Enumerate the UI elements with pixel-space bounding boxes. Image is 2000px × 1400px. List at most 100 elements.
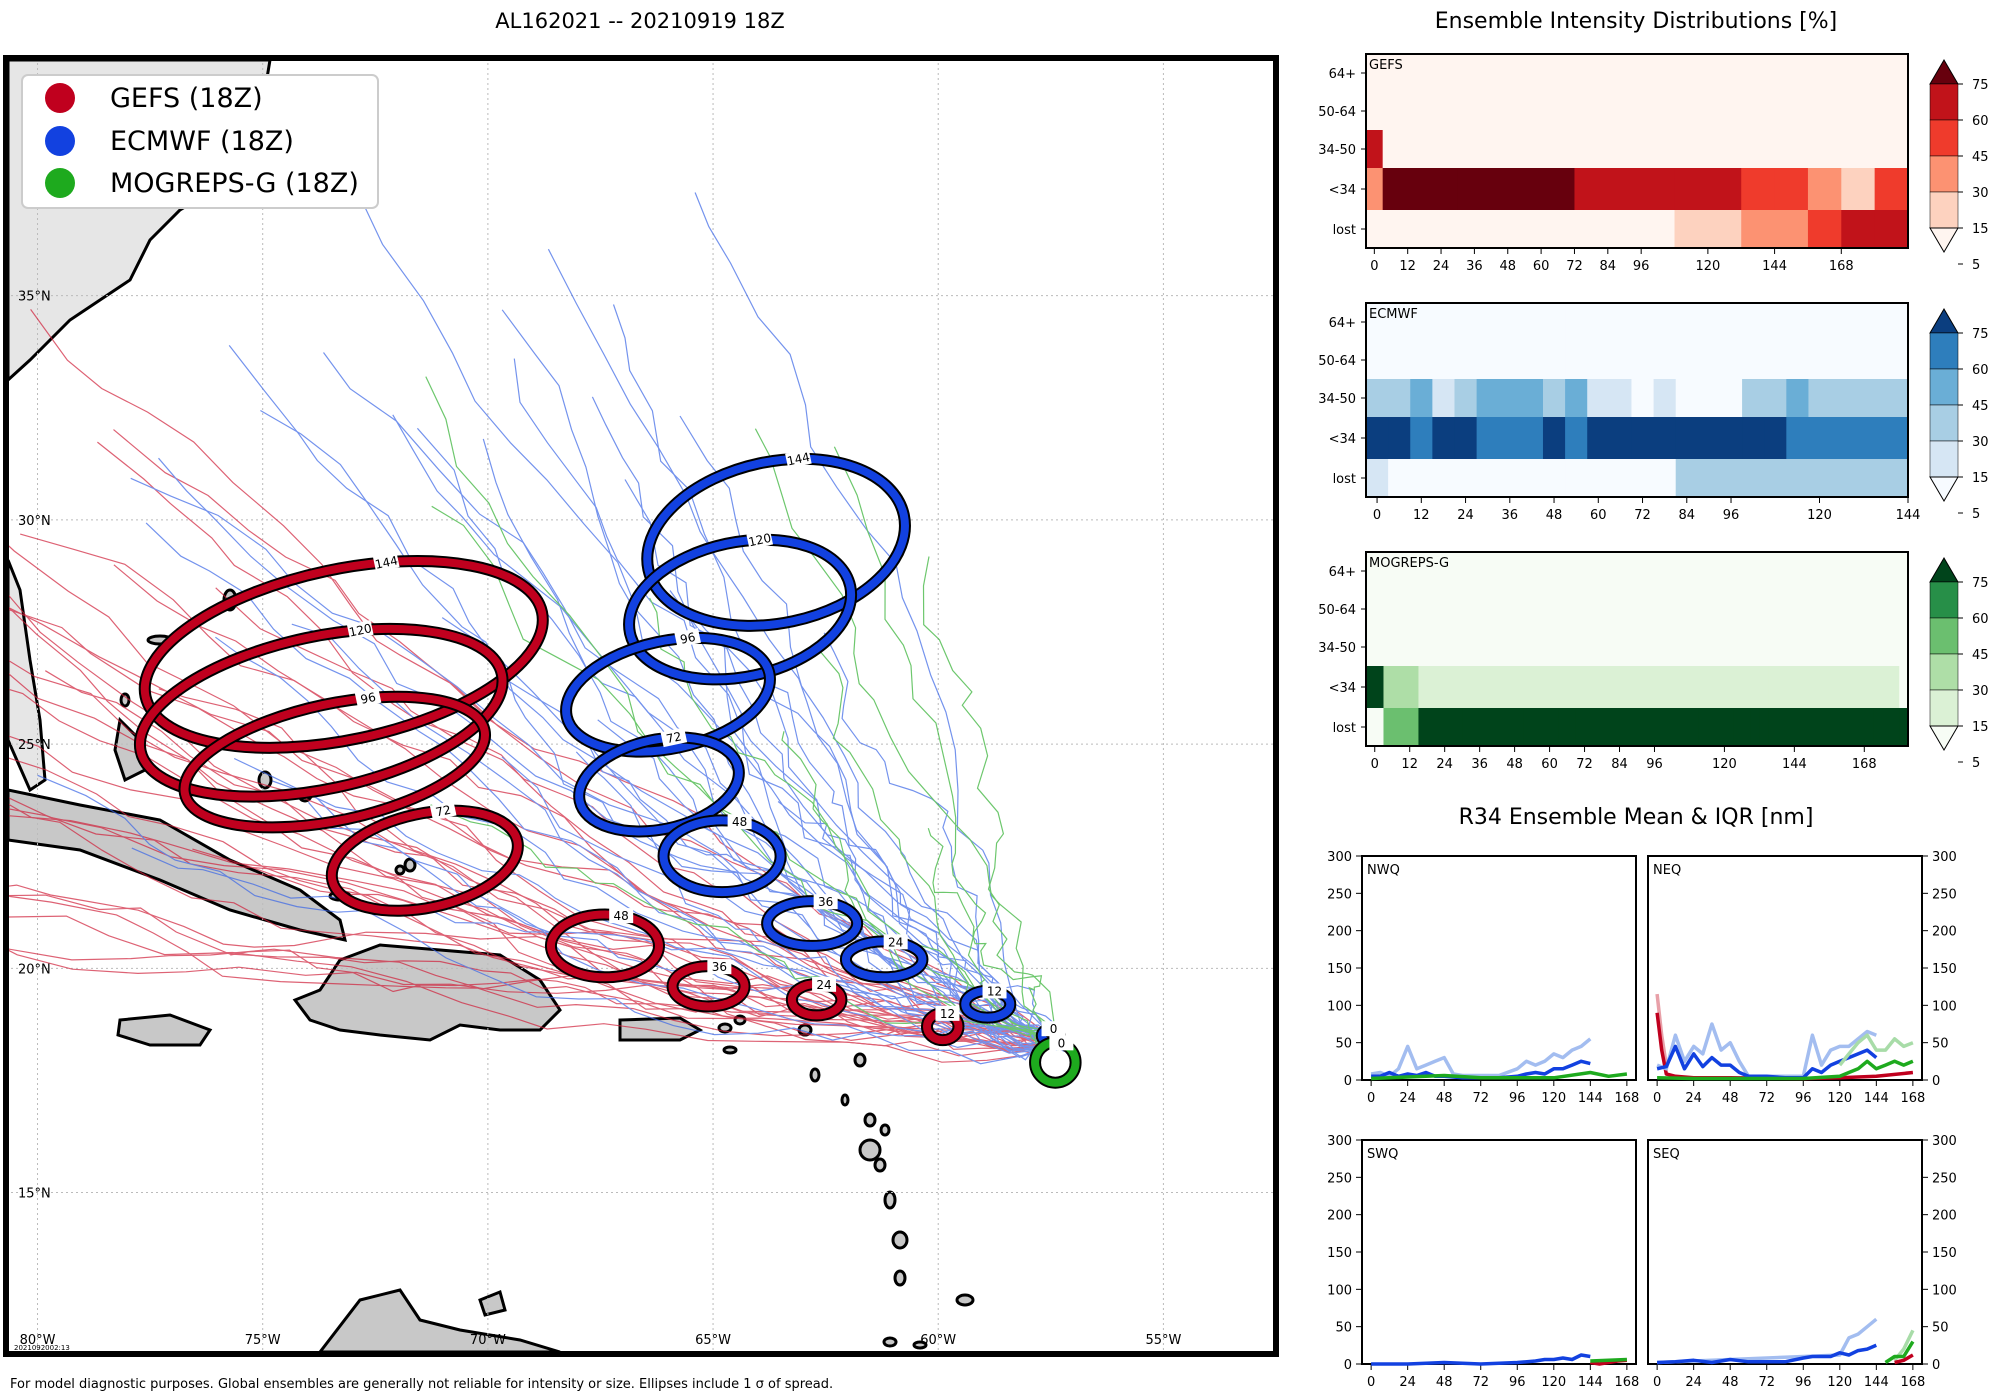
r34-y-label: 0	[1344, 1074, 1352, 1089]
heat-cell	[1565, 303, 1588, 342]
heat-row-label: 34-50	[1318, 641, 1356, 656]
track-line	[754, 428, 1064, 1051]
heat-x-label: 120	[1695, 259, 1720, 274]
heat-cell	[1366, 168, 1384, 211]
heat-cell	[1418, 628, 1463, 667]
heat-cell	[1759, 666, 1769, 709]
heat-cell	[1841, 130, 1876, 169]
ellipse-label-bg	[727, 814, 752, 830]
heat-cell	[1382, 130, 1459, 169]
heat-cell	[1776, 628, 1874, 667]
map-footer: For model diagnostic purposes. Global en…	[10, 1377, 833, 1392]
heat-x-label: 84	[1679, 508, 1696, 523]
heat-cell	[1741, 92, 1776, 131]
heat-cell	[1750, 666, 1760, 709]
heat-cell	[1631, 417, 1655, 460]
legend-label-mogreps: MOGREPS-G (18Z)	[110, 168, 359, 199]
heat-cell	[1383, 666, 1419, 709]
track-line	[8, 544, 1060, 1050]
colorbar-label: 30	[1972, 186, 1989, 201]
heat-cell	[1768, 628, 1778, 667]
heat-cell	[1574, 92, 1676, 131]
heat-cell	[1653, 417, 1677, 460]
heat-cell	[1733, 590, 1752, 629]
heat-cell	[1741, 54, 1776, 93]
heat-cell	[1457, 168, 1575, 211]
ellipse-label: 12	[940, 1007, 955, 1021]
heat-cell	[1774, 210, 1809, 249]
heat-cell	[1383, 628, 1419, 667]
r34-series-mogreps-mean	[1884, 1340, 1915, 1364]
r34-panel-neq: NEQ 0 24 48 72 96 120 144 168 0 50 100 150 200 250 300	[1647, 850, 1957, 1106]
colorbar-segment	[1929, 440, 1959, 478]
heat-cell	[1383, 552, 1419, 591]
heat-cell	[1698, 708, 1734, 747]
r34-x-label: 168	[1900, 1091, 1925, 1106]
ellipse-label: 120	[348, 621, 373, 639]
heat-cell	[1410, 459, 1433, 498]
ellipse-label-bg	[373, 552, 400, 572]
heat-cell	[1382, 210, 1459, 249]
ellipse-label-bg	[813, 894, 838, 910]
ellipse-label: 144	[374, 553, 399, 571]
heat-cell	[1366, 303, 1389, 342]
colorbar-segment	[1929, 83, 1959, 121]
intensity-title: Ensemble Intensity Distributions [%]	[1435, 9, 1838, 34]
heat-row-label: <34	[1329, 432, 1356, 447]
heat-cell	[1653, 459, 1677, 498]
ellipse-label-bg	[354, 688, 382, 708]
heat-cell	[1631, 303, 1655, 342]
heat-cell	[1899, 628, 1909, 667]
r34-y-label: 100	[1327, 999, 1352, 1014]
heat-cell	[1388, 303, 1411, 342]
track-line	[8, 608, 1060, 1046]
track-line	[612, 304, 1061, 1046]
heat-x-label: 120	[1807, 508, 1832, 523]
ellipse-ring	[659, 816, 785, 897]
heat-cell	[1776, 708, 1874, 747]
ellipse-ring	[575, 733, 743, 836]
legend-label-ecmwf: ECMWF (18Z)	[110, 126, 294, 157]
r34-x-label: 24	[1399, 1375, 1416, 1390]
heat-cell	[1874, 168, 1909, 211]
heat-cell	[1742, 379, 1765, 418]
heat-cell	[1382, 92, 1459, 131]
track-line	[145, 522, 1060, 1046]
heat-cell	[1698, 666, 1734, 709]
lon-tick-label: 60°W	[920, 1333, 956, 1348]
heat-cell	[1774, 54, 1809, 93]
track-line	[922, 556, 1061, 1046]
r34-x-label: 120	[1541, 1091, 1566, 1106]
heat-cell	[1674, 210, 1742, 249]
heat-cell	[1774, 92, 1809, 131]
heatmap-gefs: 64+ 50-64 34-50 <34 lost GEFS 0 12 24 36 48 60 72 84 9…	[1318, 53, 1989, 274]
heat-x-label: 96	[1646, 757, 1663, 772]
heat-cell	[1523, 666, 1559, 709]
ellipse-ring	[135, 624, 507, 801]
heat-cell	[1808, 341, 1832, 380]
heat-cell	[1410, 341, 1433, 380]
ellipse-label-bg	[609, 908, 634, 924]
heat-cell	[1653, 303, 1677, 342]
lon-tick-label: 55°W	[1145, 1333, 1181, 1348]
heat-x-label: 0	[1370, 259, 1378, 274]
colorbar-segment	[1929, 617, 1959, 655]
heat-cell	[1674, 130, 1742, 169]
ellipse-label-bg	[812, 976, 837, 992]
heat-cell	[1476, 417, 1500, 460]
r34-x-label: 48	[1436, 1375, 1453, 1390]
heat-cell	[1476, 341, 1500, 380]
track-line	[8, 915, 1060, 1063]
ellipse-gefs-48: 48	[544, 908, 666, 984]
heat-cell	[1523, 590, 1559, 629]
land-jamaica	[116, 1013, 213, 1047]
heat-cell	[1542, 417, 1566, 460]
r34-y-label: 250	[1327, 887, 1352, 902]
r34-y-label: 200	[1327, 925, 1352, 940]
heat-cell	[1366, 708, 1384, 747]
heat-cell	[1476, 303, 1500, 342]
heat-cell	[1733, 708, 1752, 747]
ellipse-gefs-120: 120	[133, 620, 509, 803]
colorbar-label: 60	[1972, 612, 1989, 627]
